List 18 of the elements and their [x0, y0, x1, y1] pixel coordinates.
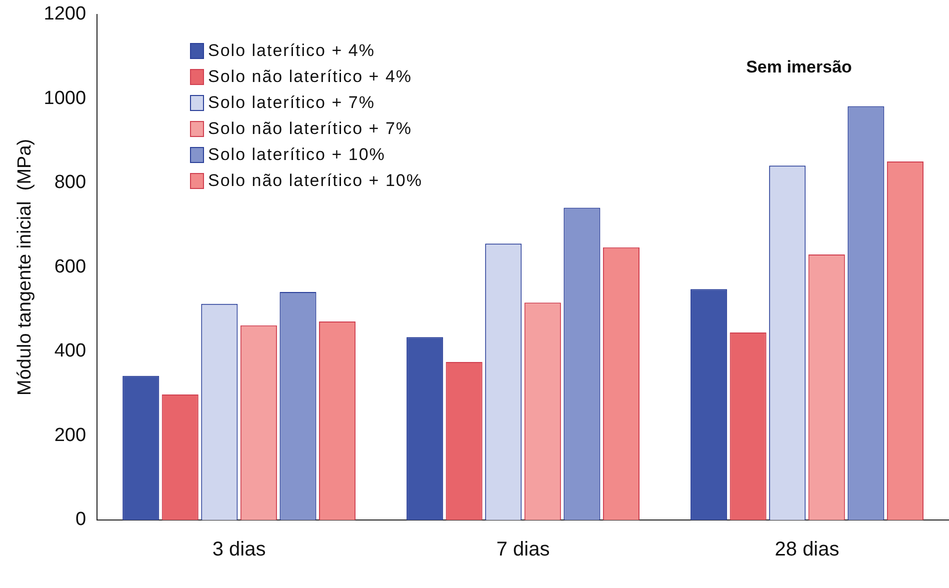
legend-label: Solo não laterítico + 10% [208, 171, 422, 191]
y-tick-label: 1200 [44, 4, 86, 25]
legend-label: Solo não laterítico + 4% [208, 67, 412, 87]
y-tick-label: 0 [75, 509, 86, 530]
y-tick-label: 200 [54, 424, 86, 446]
legend-label: Solo laterítico + 10% [208, 145, 386, 165]
x-tick-label: 3 dias [212, 538, 266, 561]
legend-label: Solo não laterítico + 7% [208, 119, 412, 139]
legend-label: Solo laterítico + 7% [208, 93, 375, 113]
y-tick-label: 400 [54, 340, 86, 362]
y-tick-label: 600 [54, 256, 86, 278]
y-axis-title: Módulo tangente inicial (MPa) [14, 138, 36, 396]
annotation: Sem imersão [746, 57, 852, 76]
y-tick-label: 800 [54, 172, 86, 194]
x-tick-label: 28 dias [774, 538, 840, 561]
y-tick-label: 1000 [44, 88, 86, 109]
x-tick-label: 7 dias [496, 538, 550, 561]
legend-label: Solo laterítico + 4% [208, 41, 375, 61]
